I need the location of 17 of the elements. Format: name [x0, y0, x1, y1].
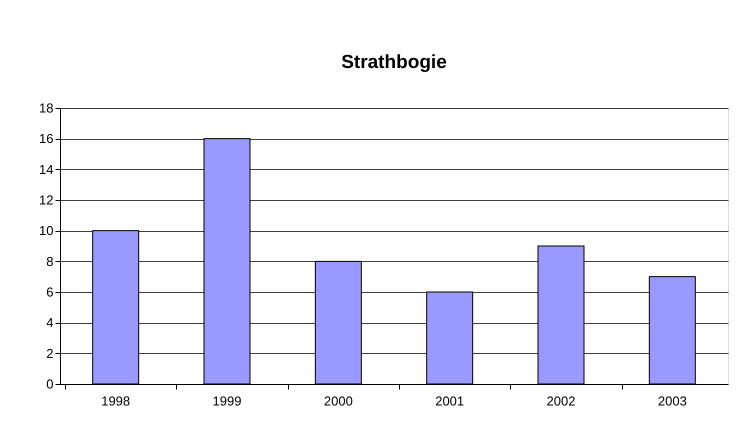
x-tick-label: 1999: [212, 394, 242, 408]
x-tick-label: 1998: [101, 394, 130, 408]
y-tick-label: 12: [39, 192, 54, 208]
x-tick-label: 2003: [658, 394, 687, 408]
y-tick-label: 10: [39, 223, 54, 238]
y-tick-label: 8: [46, 254, 54, 269]
y-tick-label: 6: [46, 284, 54, 300]
chart-title: Strathbogie: [341, 52, 447, 73]
y-tick-label: 4: [46, 315, 54, 330]
x-tick-label: 2001: [435, 394, 464, 408]
y-tick-label: 16: [39, 131, 54, 146]
y-tick-label: 2: [46, 346, 54, 361]
x-tick-label: 2002: [546, 394, 576, 408]
y-tick-label: 14: [39, 162, 54, 177]
x-tick-label: 2000: [324, 394, 353, 408]
y-tick-label: 18: [39, 100, 54, 116]
y-tick-label: 0: [46, 376, 54, 392]
